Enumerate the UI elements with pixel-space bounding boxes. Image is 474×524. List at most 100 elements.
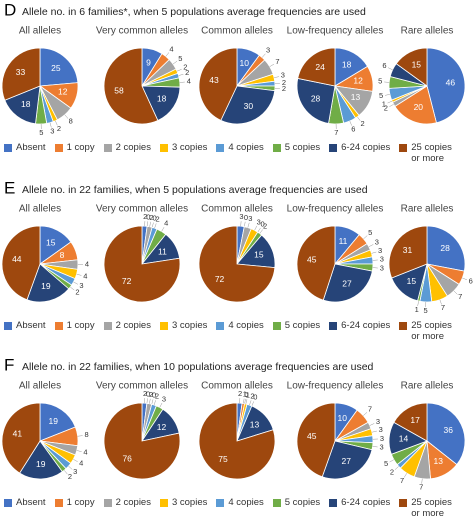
legend-swatch [272, 144, 281, 152]
slice-label: 24 [315, 62, 325, 72]
slice-label: 2 [149, 213, 153, 222]
leader-line [247, 222, 250, 228]
slice-label: 30 [244, 101, 254, 111]
leader-line [244, 221, 246, 227]
slice-label: 3 [248, 214, 252, 223]
pie-slice [388, 225, 428, 279]
slice-label: 3 [281, 71, 285, 80]
leader-line [146, 398, 148, 404]
slice-label: 0 [244, 390, 248, 399]
pie-title: All alleles [19, 26, 61, 37]
leader-line [384, 94, 390, 96]
slice-label: 2 [263, 221, 267, 230]
legend-item: 25 copies or more [399, 497, 453, 519]
leader-line [55, 120, 58, 126]
slice-label: 12 [58, 86, 68, 96]
slice-label: 15 [254, 249, 264, 259]
pie-slice [394, 85, 437, 125]
slice-label: 5 [384, 459, 388, 468]
slice-label: 31 [403, 245, 413, 255]
slice-label: 5 [423, 306, 427, 315]
slice-label: 14 [399, 433, 409, 443]
leader-line [151, 222, 154, 228]
slice-label: 15 [412, 59, 422, 69]
slice-label: 75 [218, 454, 228, 464]
legend-item: 2 copies [103, 320, 151, 331]
slice-label: 2 [57, 124, 61, 133]
pie-slice [103, 47, 159, 125]
legend-swatch [103, 322, 112, 330]
leader-line [49, 122, 52, 128]
slice-label: 2 [155, 215, 159, 224]
slice-label: 5 [379, 91, 383, 100]
panel-title: Allele no. in 22 families, when 5 popula… [22, 184, 368, 196]
pie-title: All alleles [19, 381, 61, 392]
slice-label: 3 [239, 212, 243, 221]
legend-label: 25 copies or more [411, 497, 452, 519]
legend-label: 3 copies [171, 142, 208, 153]
pie-slice [39, 402, 76, 442]
pie-title: Low-frequency alleles [287, 204, 384, 215]
leader-line [76, 450, 82, 452]
legend-label: 3 copies [171, 497, 208, 508]
legend-item: 2 copies [103, 142, 151, 153]
pie-title: Common alleles [201, 204, 273, 215]
pie-slice [296, 402, 336, 478]
slice-label: 43 [209, 75, 219, 85]
legend-label: 1 copy [66, 320, 95, 331]
slice-label: 7 [441, 303, 445, 312]
slice-label: 8 [69, 117, 73, 126]
slice-label: 18 [21, 99, 31, 109]
slice-label: 3 [162, 394, 166, 403]
pie-slice [198, 47, 238, 121]
slice-label: 7 [419, 483, 423, 492]
slice-label: 19 [41, 281, 51, 291]
slice-label: 7 [400, 476, 404, 485]
slice-label: 72 [215, 274, 225, 284]
slice-label: 0 [146, 389, 150, 398]
legend-label: 1 copy [66, 497, 95, 508]
leader-line [261, 53, 266, 58]
leader-line [73, 281, 79, 285]
slice-label: 44 [12, 254, 22, 264]
leader-line [387, 67, 393, 71]
slice-label: 2 [143, 389, 147, 398]
slice-label: 46 [446, 77, 456, 87]
legend-item: 5 copies [272, 142, 320, 153]
slice-label: 1 [246, 390, 250, 399]
legend-swatch [54, 322, 63, 330]
legend-swatch [329, 499, 338, 507]
slice-label: 4 [83, 272, 87, 281]
slice-label: 27 [342, 456, 352, 466]
legend-item: 25 copies or more [399, 320, 453, 342]
legend-item: 25 copies or more [399, 142, 453, 164]
leader-line [254, 225, 258, 231]
slice-label: 3 [379, 425, 383, 434]
legend-label: 1 copy [66, 142, 95, 153]
slice-label: 4 [169, 44, 173, 53]
legend-label: 2 copies [115, 497, 151, 508]
slice-label: 33 [16, 67, 26, 77]
leader-line [368, 244, 374, 247]
pie-slice [198, 402, 276, 480]
legend-item: Absent [4, 320, 46, 331]
slice-label: 6 [351, 124, 355, 133]
slice-label: 5 [378, 77, 382, 86]
slice-label: 2 [282, 78, 286, 87]
legend-swatch [272, 499, 281, 507]
slice-label: 0 [253, 393, 257, 402]
legend-item: 4 copies [216, 142, 264, 153]
leader-line [371, 430, 377, 433]
legend-item: Absent [4, 497, 46, 508]
legend-label: 3 copies [171, 320, 208, 331]
slice-label: 0 [244, 213, 248, 222]
slice-label: 4 [83, 448, 87, 457]
slice-label: 2 [282, 84, 286, 93]
slice-label: 6 [469, 276, 473, 285]
pie-slice [26, 263, 70, 303]
slice-label: 3 [379, 443, 383, 452]
pie-title: Very common alleles [96, 381, 188, 392]
slice-label: 25 [51, 63, 61, 73]
slice-label: 3 [378, 246, 382, 255]
